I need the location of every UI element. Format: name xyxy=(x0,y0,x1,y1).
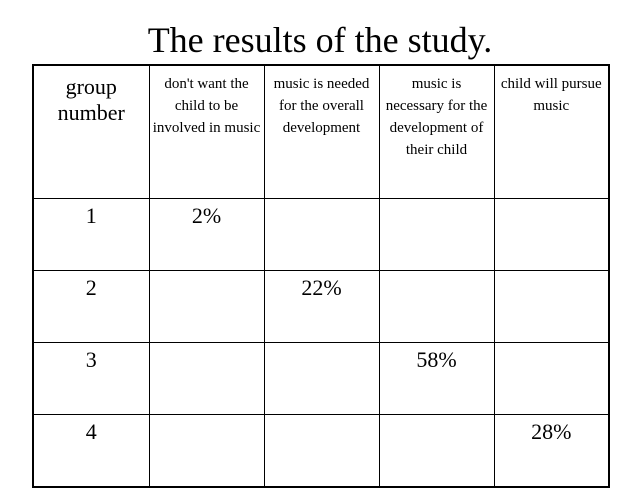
table-row: 3 58% xyxy=(32,342,610,415)
table-cell xyxy=(493,342,610,415)
table-row: 1 2% xyxy=(32,198,610,271)
table-cell: 58% xyxy=(378,342,495,415)
group-number-cell: 3 xyxy=(32,342,150,415)
table-cell xyxy=(148,342,265,415)
table-cell xyxy=(263,342,380,415)
table-cell xyxy=(493,198,610,271)
header-row: group number don't want the child to be … xyxy=(32,64,610,199)
group-number-cell: 2 xyxy=(32,270,150,343)
table-cell xyxy=(263,198,380,271)
table-cell xyxy=(263,414,380,488)
table-cell xyxy=(148,414,265,488)
group-number-cell: 1 xyxy=(32,198,150,271)
header-overall-development: music is needed for the overall developm… xyxy=(263,64,380,199)
table-cell xyxy=(378,414,495,488)
table-cell: 22% xyxy=(263,270,380,343)
table-cell xyxy=(148,270,265,343)
table-cell xyxy=(493,270,610,343)
header-group-number: group number xyxy=(32,64,150,199)
table-row: 4 28% xyxy=(32,414,610,488)
header-dont-want-music: don't want the child to be involved in m… xyxy=(148,64,265,199)
table-cell xyxy=(378,198,495,271)
table-row: 2 22% xyxy=(32,270,610,343)
slide-title: The results of the study. xyxy=(147,20,493,60)
header-pursue-music: child will pursue music xyxy=(493,64,610,199)
table-cell xyxy=(378,270,495,343)
table-cell: 28% xyxy=(493,414,610,488)
results-table: group number don't want the child to be … xyxy=(32,64,610,488)
header-child-development: music is necessary for the development o… xyxy=(378,64,495,199)
group-number-cell: 4 xyxy=(32,414,150,488)
table-cell: 2% xyxy=(148,198,265,271)
